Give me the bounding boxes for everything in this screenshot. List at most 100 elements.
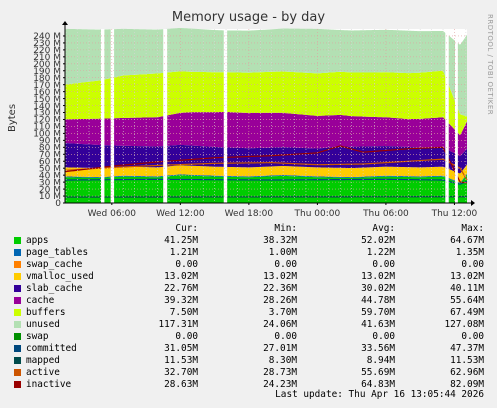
legend-row-swap-cache: swap_cache 0.00 0.00 0.00 0.00 (0, 259, 497, 271)
legend-cur-value: 22.76M (164, 283, 198, 294)
gap-layer (100, 29, 458, 203)
y-tick-label-1: 10 M (39, 192, 61, 202)
legend-avg-value: 64.83M (361, 379, 395, 390)
y-tick-label-16: 160 M (33, 88, 61, 98)
legend-row-cache: cache 39.32M 28.26M 44.78M 55.64M (0, 295, 497, 307)
legend-avg-value: 44.78M (361, 295, 395, 306)
legend-row-page-tables: page_tables 1.21M 1.00M 1.22M 1.35M (0, 247, 497, 259)
legend-row-vmalloc-used: vmalloc_used 13.02M 13.02M 13.02M 13.02M (0, 271, 497, 283)
y-tick-label-3: 30 M (39, 178, 61, 188)
legend-max-value: 62.96M (450, 367, 484, 378)
legend-min-value: 8.30M (268, 355, 297, 366)
x-tick-label-2: Wed 18:00 (225, 209, 274, 219)
legend-avg-value: 59.70M (361, 307, 395, 318)
y-tick-label-19: 190 M (33, 67, 61, 77)
legend-cur-value: 11.53M (164, 355, 198, 366)
legend-avg-value: 8.94M (366, 355, 395, 366)
y-axis-arrow (62, 21, 68, 25)
legend-avg-value: 1.22M (366, 247, 395, 258)
legend-swatch (14, 273, 21, 280)
legend-max-value: 13.02M (450, 271, 484, 282)
legend-cur-value: 1.21M (169, 247, 198, 258)
y-tick-label-8: 80 M (39, 144, 61, 154)
legend-swatch (14, 237, 21, 244)
y-tick-label-2: 20 M (39, 185, 61, 195)
y-tick-label-7: 70 M (39, 150, 61, 160)
legend-min-value: 3.70M (268, 307, 297, 318)
y-tick-label-0: 0 (55, 199, 61, 209)
chart-title: Memory usage - by day (171, 10, 326, 25)
legend-name: apps (26, 235, 49, 246)
y-tick-label-14: 140 M (33, 102, 61, 112)
legend-row-swap: swap 0.00 0.00 0.00 0.00 (0, 331, 497, 343)
legend-row-inactive: inactive 28.63M 24.23M 64.83M 82.09M (0, 379, 497, 391)
y-tick-label-5: 50 M (39, 164, 61, 174)
legend-header-avg: Avg: (372, 223, 395, 234)
legend-max-value: 64.67M (450, 235, 484, 246)
legend-avg-value: 41.63M (361, 319, 395, 330)
legend-row-unused: unused 117.31M 24.06M 41.63M 127.08M (0, 319, 497, 331)
legend-swatch (14, 357, 21, 364)
legend-avg-value: 33.56M (361, 343, 395, 354)
y-tick-label-18: 180 M (33, 74, 61, 84)
axes-layer: 010 M20 M30 M40 M50 M60 M70 M80 M90 M100… (33, 21, 478, 219)
legend-row-slab-cache: slab_cache 22.76M 22.36M 30.02M 40.11M (0, 283, 497, 295)
y-tick-label-9: 90 M (39, 137, 61, 147)
legend-max-value: 0.00 (461, 331, 484, 342)
legend-max-value: 67.49M (450, 307, 484, 318)
legend-swatch (14, 381, 21, 388)
legend-name: mapped (26, 355, 60, 366)
y-tick-label-4: 40 M (39, 171, 61, 181)
x-tick-label-4: Thu 06:00 (362, 209, 409, 219)
legend-min-value: 0.00 (274, 331, 297, 342)
data-gap-5 (455, 29, 458, 203)
legend-min-value: 38.32M (263, 235, 297, 246)
y-tick-label-21: 210 M (33, 53, 61, 63)
legend-row-mapped: mapped 11.53M 8.30M 8.94M 11.53M (0, 355, 497, 367)
legend-avg-value: 52.02M (361, 235, 395, 246)
legend-name: swap_cache (26, 259, 83, 270)
legend-cur-value: 13.02M (164, 271, 198, 282)
legend-min-value: 28.73M (263, 367, 297, 378)
x-tick-label-5: Thu 12:00 (431, 209, 478, 219)
y-tick-label-20: 200 M (33, 60, 61, 70)
legend-swatch (14, 321, 21, 328)
x-tick-label-1: Wed 12:00 (156, 209, 205, 219)
legend-min-value: 13.02M (263, 271, 297, 282)
legend-header-cur: Cur: (175, 223, 198, 234)
legend-min-value: 27.01M (263, 343, 297, 354)
legend-cur-value: 41.25M (164, 235, 198, 246)
legend-header-min: Min: (274, 223, 297, 234)
legend-avg-value: 13.02M (361, 271, 395, 282)
legend-max-value: 55.64M (450, 295, 484, 306)
y-tick-label-22: 220 M (33, 46, 61, 56)
legend-cur-value: 0.00 (175, 259, 198, 270)
legend-max-value: 127.08M (444, 319, 484, 330)
legend-avg-value: 30.02M (361, 283, 395, 294)
legend-cur-value: 31.05M (164, 343, 198, 354)
legend-cur-value: 28.63M (164, 379, 198, 390)
legend-max-value: 0.00 (461, 259, 484, 270)
legend-swatch (14, 333, 21, 340)
legend-name: inactive (26, 379, 72, 390)
legend-name: slab_cache (26, 283, 83, 294)
legend-swatch (14, 297, 21, 304)
y-tick-label-6: 60 M (39, 157, 61, 167)
legend-min-value: 22.36M (263, 283, 297, 294)
legend-swatch (14, 369, 21, 376)
legend-cur-value: 39.32M (164, 295, 198, 306)
legend-name: buffers (26, 307, 66, 318)
y-tick-label-13: 130 M (33, 109, 61, 119)
y-tick-label-15: 150 M (33, 95, 61, 105)
y-tick-label-10: 100 M (33, 130, 61, 140)
legend-min-value: 0.00 (274, 259, 297, 270)
legend-avg-value: 0.00 (372, 331, 395, 342)
legend-max-value: 11.53M (450, 355, 484, 366)
legend-min-value: 24.23M (263, 379, 297, 390)
legend-name: committed (26, 343, 77, 354)
legend-name: cache (26, 295, 55, 306)
legend-cur-value: 7.50M (169, 307, 198, 318)
legend-avg-value: 0.00 (372, 259, 395, 270)
legend-max-value: 1.35M (455, 247, 484, 258)
